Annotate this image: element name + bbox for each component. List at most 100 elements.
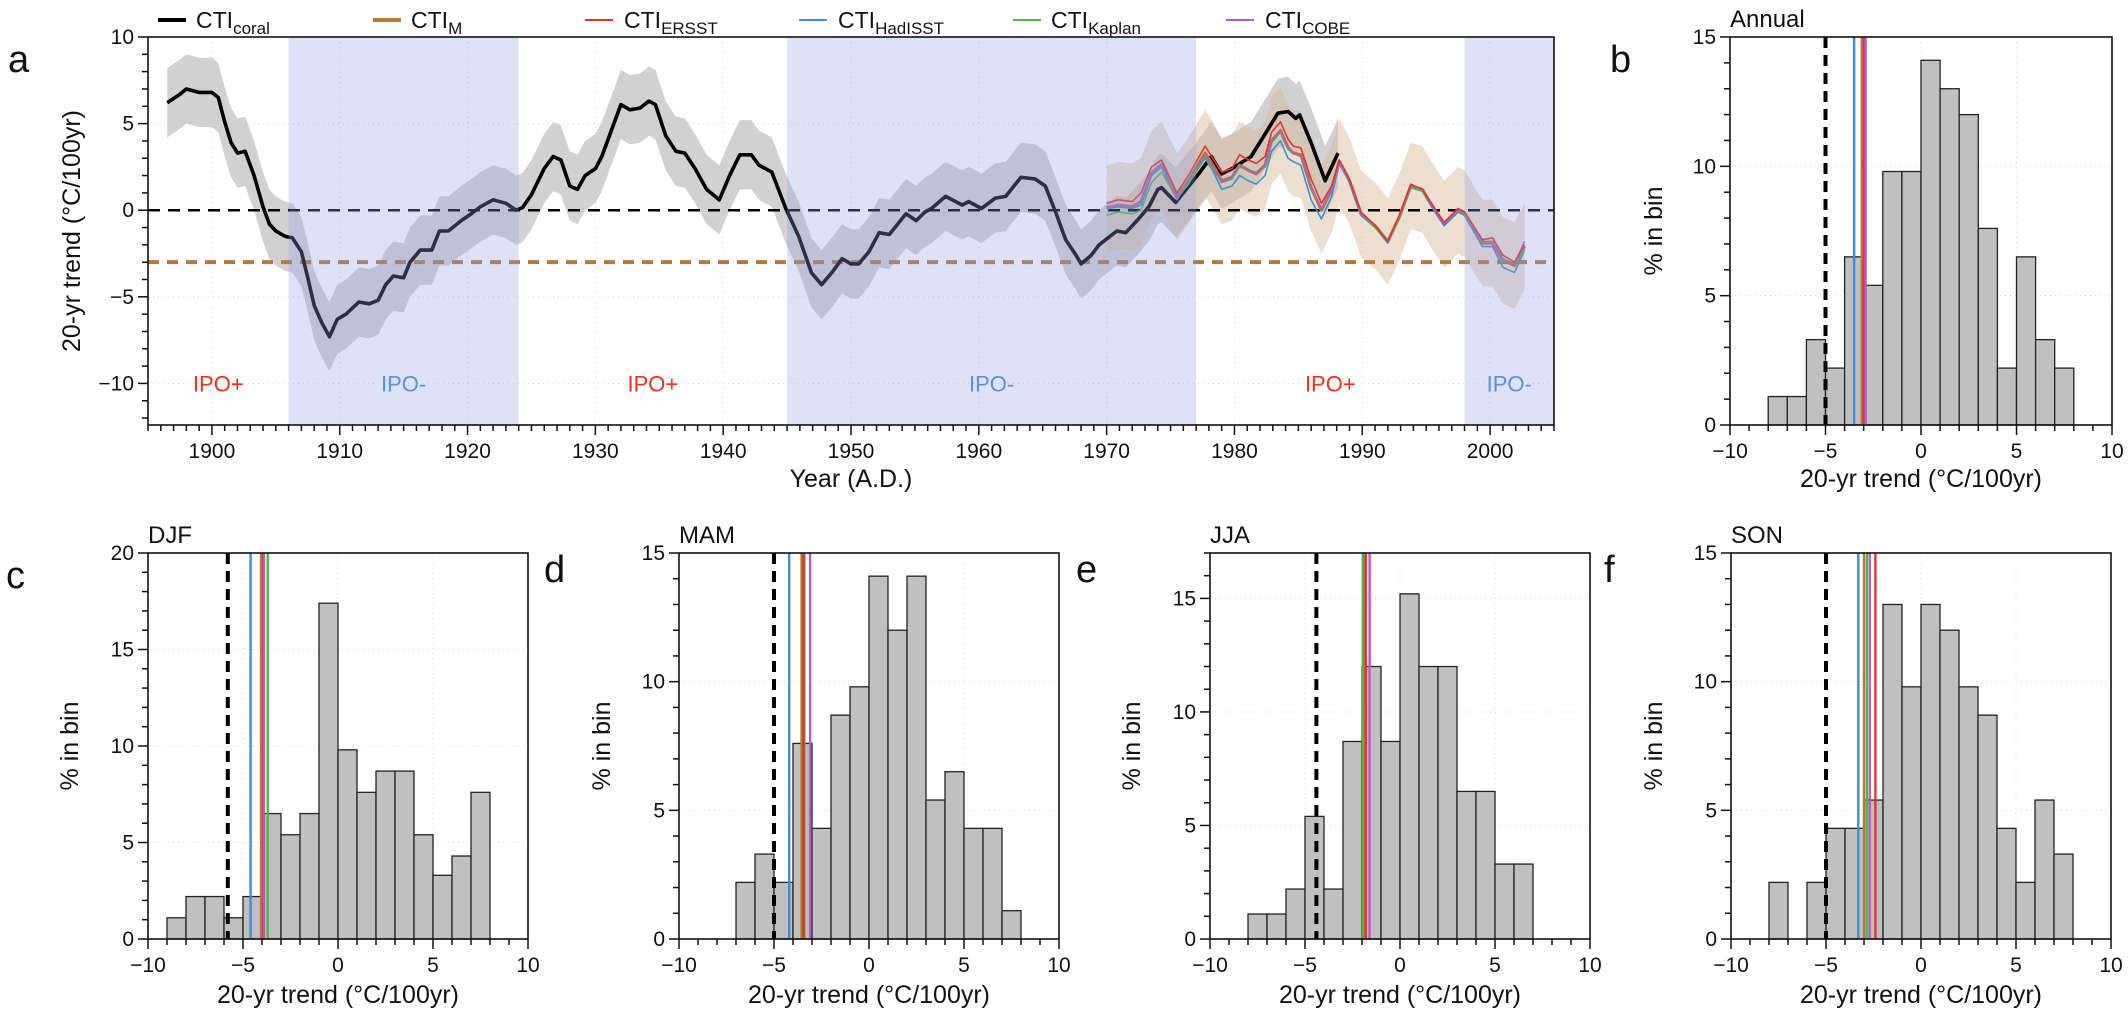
panel-e-y-axis-label: % in bin bbox=[1118, 702, 1146, 791]
x-tick-label: 10 bbox=[1047, 954, 1070, 977]
panel-e-plot: −10 −5 0 5 10 0 5 10 15 bbox=[1173, 552, 1602, 977]
ipo-phase-label: IPO+ bbox=[1305, 371, 1356, 396]
legend-label-ersst: CTIERSST bbox=[624, 7, 718, 38]
y-tick-label: 0 bbox=[1704, 414, 1716, 437]
histogram-bar bbox=[982, 827, 1003, 940]
series-line-cobe bbox=[1106, 129, 1526, 265]
x-tick-label: 10 bbox=[2099, 954, 2122, 977]
coral-uncertainty-band bbox=[167, 54, 1339, 372]
histogram-bar bbox=[1418, 665, 1439, 940]
panel-letter-b: b bbox=[1610, 39, 1631, 81]
panel-a: a 20-yr trend (°C/100yr) Year (A.D.) CTI… bbox=[8, 7, 1555, 493]
histogram-bar bbox=[1768, 881, 1789, 940]
histogram-bar bbox=[1437, 665, 1458, 940]
histogram-bar bbox=[1996, 367, 2018, 426]
panel-c-plot: −10 −5 0 5 10 0 5 10 15 20 bbox=[111, 542, 540, 977]
x-tick-label: 1950 bbox=[828, 440, 875, 463]
x-tick-label: 0 bbox=[1394, 954, 1406, 977]
panel-b-title: Annual bbox=[1730, 6, 1805, 33]
legend-label-m: CTIM bbox=[411, 7, 462, 38]
legend-item-cobe: CTICOBE bbox=[1226, 7, 1350, 38]
histogram-bar bbox=[887, 629, 908, 940]
panel-f-plot: −10 −5 0 5 10 0 5 10 15 bbox=[1694, 542, 2123, 977]
histogram-bar bbox=[1996, 827, 2017, 940]
histogram-bar bbox=[1977, 227, 1999, 426]
x-tick-label: −5 bbox=[762, 954, 786, 977]
histogram-bar bbox=[1920, 603, 1941, 940]
x-tick-label: 10 bbox=[516, 954, 539, 977]
y-tick-label: 10 bbox=[1693, 155, 1716, 178]
histogram-bar bbox=[2034, 799, 2055, 940]
x-tick-label: 0 bbox=[863, 954, 875, 977]
y-tick-label: 5 bbox=[122, 832, 134, 855]
histogram-bar bbox=[1494, 863, 1515, 940]
y-tick-label: 15 bbox=[111, 639, 134, 662]
x-tick-label: 5 bbox=[427, 954, 439, 977]
histogram-bar bbox=[1824, 367, 1846, 426]
ipo-negative-shading bbox=[1464, 37, 1554, 425]
panel-b-plot: −10 −5 0 5 10 0 5 10 15 bbox=[1693, 26, 2124, 463]
x-tick-label: 5 bbox=[958, 954, 970, 977]
series-line-ersst bbox=[1106, 121, 1526, 263]
y-tick-label: −10 bbox=[98, 372, 134, 395]
x-tick-label: 0 bbox=[1915, 954, 1927, 977]
x-tick-label: 1940 bbox=[700, 440, 747, 463]
histogram-bar bbox=[2054, 367, 2075, 426]
x-tick-label: 1990 bbox=[1339, 440, 1386, 463]
x-tick-label: 1900 bbox=[189, 440, 236, 463]
histogram-bar bbox=[2053, 853, 2074, 940]
histogram-bar bbox=[185, 895, 206, 940]
histogram-bar bbox=[1882, 603, 1903, 940]
histogram-bar bbox=[1399, 593, 1420, 940]
histogram-bar bbox=[375, 770, 396, 940]
panel-d-x-axis-label: 20-yr trend (°C/100yr) bbox=[748, 981, 990, 1009]
histogram-bar bbox=[1901, 686, 1922, 940]
x-tick-label: 10 bbox=[1578, 954, 1601, 977]
legend: CTIcoral CTIM CTIERSST CTIHadISST CTIKap… bbox=[158, 7, 1350, 38]
histogram-bar bbox=[413, 834, 434, 940]
panel-d-y-axis-label: % in bin bbox=[588, 702, 616, 791]
histogram-bar bbox=[2015, 256, 2037, 426]
x-tick-label: 1970 bbox=[1083, 440, 1130, 463]
histogram-bar bbox=[1958, 686, 1979, 940]
histogram-bar bbox=[242, 895, 263, 940]
ipo-negative-shading bbox=[288, 37, 519, 425]
panel-f-y-axis-label: % in bin bbox=[1640, 702, 1668, 791]
x-tick-label: −5 bbox=[1814, 954, 1838, 977]
legend-label-coral: CTIcoral bbox=[196, 7, 270, 38]
panel-letter-a: a bbox=[8, 39, 30, 81]
histogram-bar bbox=[1786, 395, 1808, 426]
histogram-bar bbox=[1456, 790, 1477, 940]
y-tick-label: 15 bbox=[642, 542, 665, 565]
legend-item-m: CTIM bbox=[373, 7, 462, 38]
x-tick-label: 5 bbox=[2011, 440, 2023, 463]
ipo-phase-label: IPO- bbox=[1487, 371, 1532, 396]
histogram-bar bbox=[204, 895, 225, 940]
legend-item-kaplan: CTIKaplan bbox=[1013, 7, 1141, 38]
panel-b: b Annual % in bin 20-yr trend (°C/100yr)… bbox=[1610, 6, 2124, 493]
histogram-bar bbox=[849, 686, 870, 940]
ipo-phase-label: IPO+ bbox=[628, 371, 679, 396]
panel-b-y-axis-label: % in bin bbox=[1640, 187, 1668, 276]
panel-f-x-axis-label: 20-yr trend (°C/100yr) bbox=[1800, 981, 2042, 1009]
histogram-bar bbox=[1380, 740, 1401, 940]
histogram-bar bbox=[1901, 170, 1922, 426]
panel-d-plot: −10 −5 0 5 10 0 5 10 15 bbox=[642, 542, 1071, 977]
histogram-bar bbox=[280, 834, 301, 940]
y-tick-label: 0 bbox=[122, 928, 134, 951]
x-tick-label: −10 bbox=[661, 954, 697, 977]
histogram-bar bbox=[1247, 913, 1268, 940]
ipo-negative-shading bbox=[787, 37, 1197, 425]
x-tick-label: 0 bbox=[332, 954, 344, 977]
histogram-bar bbox=[1266, 913, 1287, 940]
histogram-bar bbox=[1285, 888, 1306, 940]
x-tick-label: 1960 bbox=[955, 440, 1002, 463]
histogram-bar bbox=[470, 791, 491, 940]
y-tick-label: 15 bbox=[1173, 587, 1196, 610]
ipo-phase-label: IPO+ bbox=[193, 371, 244, 396]
legend-label-kaplan: CTIKaplan bbox=[1051, 7, 1141, 38]
histogram-bar bbox=[1939, 88, 1960, 426]
panel-a-x-axis-label: Year (A.D.) bbox=[790, 465, 913, 493]
panel-b-x-axis-label: 20-yr trend (°C/100yr) bbox=[1800, 465, 2042, 493]
